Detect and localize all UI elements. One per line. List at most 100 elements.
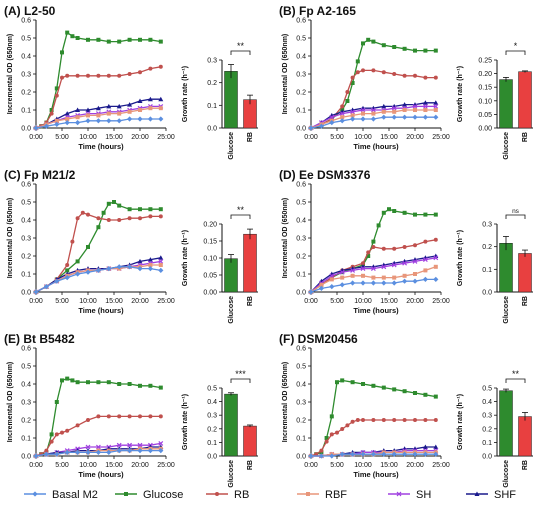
data-point (402, 389, 407, 394)
data-point (381, 103, 387, 109)
y-tick-label: 0.1 (296, 436, 306, 443)
x-tick-label: 20:00 (406, 134, 424, 141)
data-point (158, 207, 163, 212)
data-point (158, 214, 163, 219)
data-point (49, 439, 54, 444)
data-point (329, 453, 335, 459)
data-point (319, 282, 324, 287)
data-point (106, 73, 111, 78)
y-tick-label: 0.2 (21, 418, 31, 425)
data-point (80, 210, 85, 215)
data-point (402, 418, 407, 422)
bar-category-label: RB (247, 296, 254, 306)
data-point (381, 275, 386, 280)
data-point (355, 59, 360, 64)
data-point (391, 262, 397, 268)
data-point (402, 278, 408, 284)
y-tick-label: 0.0 (296, 126, 306, 133)
data-point (422, 114, 428, 120)
y-tick-label: 0.2 (21, 90, 31, 97)
x-tick-label: 10:00 (79, 462, 97, 469)
bar-category-label: Glucose (503, 132, 510, 160)
data-point (324, 436, 329, 440)
data-point (413, 418, 417, 422)
data-point (371, 418, 376, 422)
bar-y-tick-label: 0.3 (482, 222, 492, 229)
data-point (117, 414, 122, 419)
x-tick-label: 5:00 (55, 462, 69, 469)
data-point (339, 111, 345, 117)
data-point (43, 123, 49, 129)
data-point (138, 216, 142, 221)
data-point (350, 273, 355, 278)
data-point (127, 216, 132, 221)
x-tick-label: 15:00 (380, 134, 398, 141)
x-axis-label: Time (hours) (78, 142, 124, 151)
data-point (137, 116, 143, 122)
data-point (106, 39, 111, 44)
data-point (117, 203, 122, 208)
bar (499, 390, 513, 457)
data-point (65, 30, 70, 35)
data-point (370, 280, 376, 286)
data-point (413, 108, 417, 112)
data-point (117, 382, 122, 386)
data-point (402, 114, 408, 120)
bar-y-tick-label: 0.0 (482, 290, 492, 297)
data-point (381, 210, 386, 215)
data-point (370, 116, 376, 122)
y-tick-label: 0.5 (21, 364, 31, 371)
data-point (147, 257, 153, 262)
bar-category-label: Glucose (228, 460, 235, 488)
data-point (339, 282, 345, 288)
data-point (433, 418, 438, 422)
data-point (148, 263, 153, 267)
data-point (65, 263, 70, 267)
data-point (360, 266, 366, 272)
data-point (350, 75, 355, 80)
data-point (60, 75, 64, 80)
data-point (127, 207, 132, 212)
data-point (371, 275, 376, 280)
data-point (147, 96, 153, 102)
data-point (127, 37, 132, 42)
x-tick-label: 25:00 (157, 298, 175, 305)
data-point (433, 103, 439, 109)
data-point (158, 258, 164, 264)
data-point (96, 216, 101, 221)
data-point (335, 380, 339, 385)
data-point (412, 103, 418, 109)
bar-category-label: RB (522, 296, 529, 306)
data-point (392, 387, 397, 392)
data-point (308, 125, 314, 131)
data-point (147, 116, 153, 122)
y-axis-label: Incremental OD (650nm) (7, 34, 14, 115)
data-point (423, 75, 428, 80)
bar-y-tick-label: 0.15 (478, 85, 492, 92)
data-point (54, 121, 60, 127)
significance-label: ** (237, 205, 245, 215)
data-point (355, 70, 360, 75)
data-point (402, 102, 408, 107)
bar-y-tick-label: 0.1 (207, 103, 217, 110)
panel-title: (C) Fp M21/2 (4, 168, 76, 182)
data-point (360, 280, 366, 286)
panel-title: (A) L2-50 (4, 4, 56, 18)
data-point (158, 96, 164, 102)
data-point (95, 105, 101, 111)
y-tick-label: 0.4 (21, 382, 31, 389)
data-point (361, 261, 365, 266)
data-point (329, 277, 334, 282)
data-point (381, 43, 386, 48)
data-point (371, 111, 376, 116)
bar (499, 243, 513, 293)
data-point (350, 109, 356, 115)
data-point (329, 414, 334, 419)
bar-y-tick-label: 0.20 (478, 71, 492, 78)
data-point (49, 111, 54, 116)
data-point (413, 243, 417, 248)
x-tick-label: 10:00 (79, 134, 97, 141)
y-axis-label: Incremental OD (650nm) (7, 362, 14, 443)
significance-bracket (230, 50, 251, 55)
series-line (35, 201, 161, 293)
